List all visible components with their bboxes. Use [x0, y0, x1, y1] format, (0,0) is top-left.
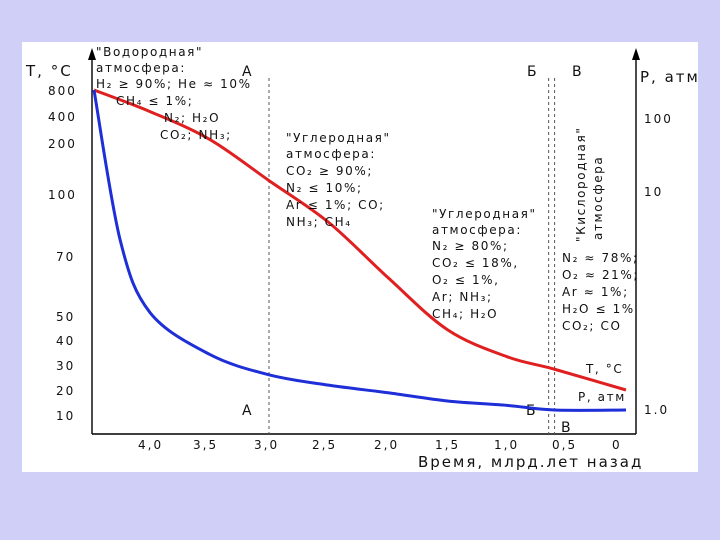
annotation-line: СО₂ ≤ 18%, — [432, 256, 519, 270]
annotation-line: атмосфера: — [432, 223, 522, 237]
pressure-curve-label: Р, атм — [578, 390, 626, 404]
slide-canvas: Т, °С Р, атм Время, млрд.лет назад А А Б Б В… — [22, 42, 698, 472]
annotation-line: Ar; NH₃; — [432, 290, 493, 304]
annotation-line: N₂ ≤ 10%; — [286, 181, 363, 195]
boundary-label-bottom: Б — [526, 403, 536, 419]
x-tick-label: 4,0 — [138, 438, 163, 452]
x-tick-label: 2,0 — [374, 438, 399, 452]
x-tick-label: 2,5 — [312, 438, 337, 452]
annotation-line: "Углеродная" — [432, 207, 537, 221]
annotation-line: N₂; Н₂О — [164, 111, 220, 125]
annotation-line: "Водородная" — [96, 45, 203, 59]
annotation-line: N₂ ≥ 80%; — [432, 239, 509, 253]
right-axis-title: Р, атм — [640, 68, 698, 86]
temperature-curve-label: Т, °С — [585, 362, 623, 376]
right-tick-label: 100 — [644, 112, 673, 126]
x-tick-label: 3,0 — [254, 438, 279, 452]
left-tick-label: 70 — [56, 250, 75, 264]
boundary-label-top: Б — [527, 64, 537, 80]
left-tick-label: 10 — [56, 409, 75, 423]
annotation-line: Ar ≈ 1%; — [562, 285, 629, 299]
annotation-line: СО₂; СО — [562, 319, 622, 333]
left-tick-label: 50 — [56, 310, 75, 324]
annotation-line: Н₂ ≥ 90%; Не ≈ 10% — [96, 77, 252, 91]
left-tick-label: 200 — [48, 137, 77, 151]
x-tick-label: 3,5 — [193, 438, 218, 452]
left-axis-arrow — [88, 48, 96, 60]
annotation-line: СО₂ ≥ 90%; — [286, 164, 373, 178]
curves-group — [92, 88, 627, 412]
annotation-line: О₂ ≤ 1%, — [432, 273, 500, 287]
ticks-group: 4,0 3,5 3,0 2,5 2,0 1,5 1,0 0,5 0 800 400 200 100 70 5… — [48, 84, 673, 452]
annotation-line: СО₂; NН₃; — [160, 128, 232, 142]
temperature-series-line — [93, 88, 627, 392]
annotation-line: атмосфера: — [96, 61, 186, 75]
annotation-line: Ar ≤ 1%; CO; — [286, 198, 385, 212]
left-tick-label: 800 — [48, 84, 77, 98]
x-tick-label: 0 — [612, 438, 622, 452]
annotation-line: СН₄ ≤ 1%; — [116, 94, 193, 108]
annotation-line: Н₂О ≤ 1% — [562, 302, 635, 316]
left-tick-label: 100 — [48, 188, 77, 202]
annotation-oxygen: N₂ ≈ 78%; О₂ ≈ 21%; Ar ≈ 1%; Н₂О ≤ 1% СО₂; С… — [562, 251, 639, 333]
right-tick-label: 1.0 — [644, 403, 669, 417]
annotation-hydrogen: "Водородная" атмосфера: Н₂ ≥ 90%; Не ≈ 10%… — [96, 45, 252, 142]
annotation-line: атмосфера: — [286, 147, 376, 161]
left-tick-label: 40 — [56, 334, 75, 348]
left-tick-label: 20 — [56, 384, 75, 398]
x-axis-title: Время, млрд.лет назад — [418, 453, 643, 471]
x-tick-label: 1,5 — [435, 438, 460, 452]
atmosphere-evolution-chart: Т, °С Р, атм Время, млрд.лет назад А А Б Б В… — [25, 45, 698, 471]
x-tick-label: 0,5 — [552, 438, 577, 452]
x-tick-label: 1,0 — [494, 438, 519, 452]
oxygen-atmosphere-title: "Кислородная" — [574, 127, 588, 242]
boundary-label-bottom: А — [242, 403, 252, 419]
right-axis-arrow — [632, 48, 640, 60]
annotations-group: "Водородная" атмосфера: Н₂ ≥ 90%; Не ≈ 10%… — [96, 45, 639, 333]
pressure-series-line — [92, 89, 627, 412]
annotation-line: N₂ ≈ 78%; — [562, 251, 639, 265]
annotation-line: СН₄; Н₂О — [432, 307, 498, 321]
right-tick-label: 10 — [644, 185, 663, 199]
boundary-label-top: А — [242, 64, 252, 80]
left-tick-label: 30 — [56, 359, 75, 373]
annotation-line: "Углеродная" — [286, 131, 391, 145]
boundary-label-top: В — [572, 64, 582, 80]
annotation-line: NН₃; СН₄ — [286, 215, 352, 229]
annotation-carbon1: "Углеродная" атмосфера: СО₂ ≥ 90%; N₂ ≤ 10%… — [286, 131, 391, 229]
oxygen-atmosphere-title: атмосфера — [591, 156, 605, 240]
annotation-carbon2: "Углеродная" атмосфера: N₂ ≥ 80%; СО₂ ≤ 18%… — [432, 207, 537, 321]
boundary-label-bottom: В — [561, 420, 571, 436]
annotation-line: О₂ ≈ 21%; — [562, 268, 639, 282]
left-axis-title: Т, °С — [25, 62, 73, 80]
annotation-oxygen_vertical: "Кислородная" атмосфера — [574, 127, 605, 242]
left-tick-label: 400 — [48, 110, 77, 124]
